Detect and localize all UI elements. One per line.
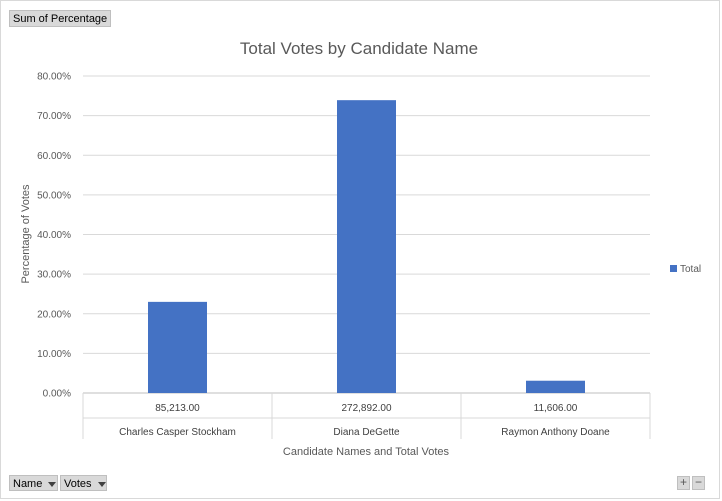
- collapse-button[interactable]: −: [692, 476, 705, 490]
- legend: Total: [670, 264, 701, 275]
- y-tick-label: 60.00%: [37, 151, 71, 162]
- y-tick-label: 70.00%: [37, 111, 71, 122]
- x-axis-title: Candidate Names and Total Votes: [283, 446, 450, 458]
- y-tick-label: 0.00%: [43, 389, 71, 400]
- name-field-button[interactable]: Name: [9, 475, 58, 491]
- category-name-label: Raymon Anthony Doane: [501, 427, 610, 438]
- name-field-label: Name: [13, 478, 43, 490]
- votes-field-label: Votes: [64, 478, 92, 490]
- bars: [148, 100, 585, 393]
- chevron-down-icon: [97, 481, 106, 487]
- category-votes-label: 85,213.00: [155, 403, 200, 414]
- chevron-down-icon: [48, 481, 57, 487]
- y-axis-title: Percentage of Votes: [20, 184, 32, 284]
- expand-button[interactable]: +: [677, 476, 690, 490]
- legend-label: Total: [680, 264, 701, 275]
- y-tick-label: 40.00%: [37, 230, 71, 241]
- legend-swatch: [670, 265, 677, 272]
- y-axis-ticks: 0.00% 10.00% 20.00% 30.00% 40.00% 50.00% 60.00…: [37, 72, 71, 400]
- y-tick-label: 10.00%: [37, 349, 71, 360]
- category-name-label: Diana DeGette: [333, 427, 400, 438]
- bar[interactable]: [526, 380, 585, 393]
- value-field-button[interactable]: Sum of Percentage: [9, 10, 112, 27]
- chart-title: Total Votes by Candidate Name: [240, 39, 478, 58]
- bar[interactable]: [148, 301, 207, 393]
- category-axis: 85,213.00 Charles Casper Stockham 272,892.…: [82, 393, 651, 439]
- y-tick-label: 20.00%: [37, 309, 71, 320]
- category-votes-label: 272,892.00: [341, 403, 391, 414]
- votes-field-button[interactable]: Votes: [60, 475, 107, 491]
- category-name-label: Charles Casper Stockham: [119, 427, 236, 438]
- bar[interactable]: [337, 100, 396, 393]
- category-votes-label: 11,606.00: [534, 403, 578, 414]
- y-tick-label: 50.00%: [37, 190, 71, 201]
- y-tick-label: 80.00%: [37, 72, 71, 83]
- y-tick-label: 30.00%: [37, 270, 71, 281]
